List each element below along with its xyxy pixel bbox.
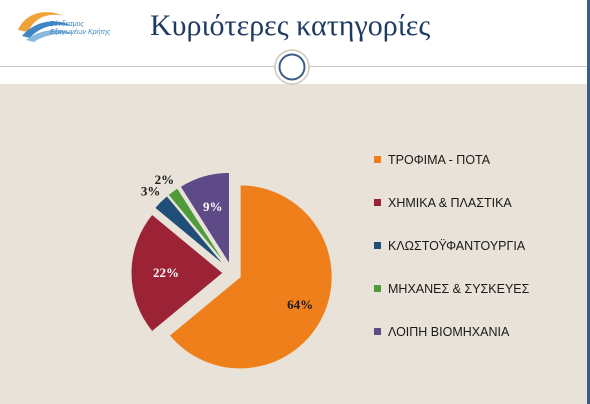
logo-text: Σύνδεσμος Εξαγωγέων Κρήτης [50, 21, 111, 36]
legend-swatch [374, 199, 381, 206]
pie-slice [167, 187, 228, 267]
logo: Σύνδεσμος Εξαγωγέων Κρήτης [12, 6, 130, 46]
pie-slice [130, 213, 224, 333]
legend-item: ΚΛΩΣΤΟΫΦΑΝΤΟΥΡΓΙΑ [374, 236, 529, 256]
legend-swatch [374, 328, 381, 335]
chart-legend: ΤΡΟΦΙΜΑ - ΠΟΤΑ ΧΗΜΙΚΑ & ΠΛΑΣΤΙΚΑ ΚΛΩΣΤΟΫΦΑ… [374, 150, 529, 365]
legend-item: ΧΗΜΙΚΑ & ΠΛΑΣΤΙΚΑ [374, 193, 529, 213]
logo-swirl-icon [18, 12, 74, 42]
legend-label: ΧΗΜΙΚΑ & ΠΛΑΣΤΙΚΑ [388, 196, 512, 210]
legend-label: ΜΗΧΑΝΕΣ & ΣΥΣΚΕΥΕΣ [388, 282, 530, 296]
slide-title: Κυριότερες κατηγορίες [150, 9, 431, 42]
slice-data-label: 2% [155, 172, 175, 187]
slide-edge [587, 0, 590, 404]
slice-data-label: 22% [153, 265, 179, 280]
legend-swatch [374, 242, 381, 249]
slice-data-label: 3% [141, 184, 161, 199]
pie-slice [168, 184, 333, 370]
pie-slice [154, 195, 227, 268]
slice-data-label: 64% [287, 297, 313, 312]
legend-item: ΛΟΙΠΗ ΒΙΟΜΗΧΑΝΙΑ [374, 322, 529, 342]
pie-slice [179, 171, 230, 267]
legend-item: ΜΗΧΑΝΕΣ & ΣΥΣΚΕΥΕΣ [374, 279, 529, 299]
legend-label: ΤΡΟΦΙΜΑ - ΠΟΤΑ [388, 153, 491, 167]
slice-data-label: 9% [203, 199, 223, 214]
legend-item: ΤΡΟΦΙΜΑ - ΠΟΤΑ [374, 150, 529, 170]
legend-swatch [374, 285, 381, 292]
legend-label: ΛΟΙΠΗ ΒΙΟΜΗΧΑΝΙΑ [388, 325, 510, 339]
legend-swatch [374, 156, 381, 163]
circle-emblem-icon [274, 49, 310, 85]
legend-label: ΚΛΩΣΤΟΫΦΑΝΤΟΥΡΓΙΑ [388, 239, 526, 253]
